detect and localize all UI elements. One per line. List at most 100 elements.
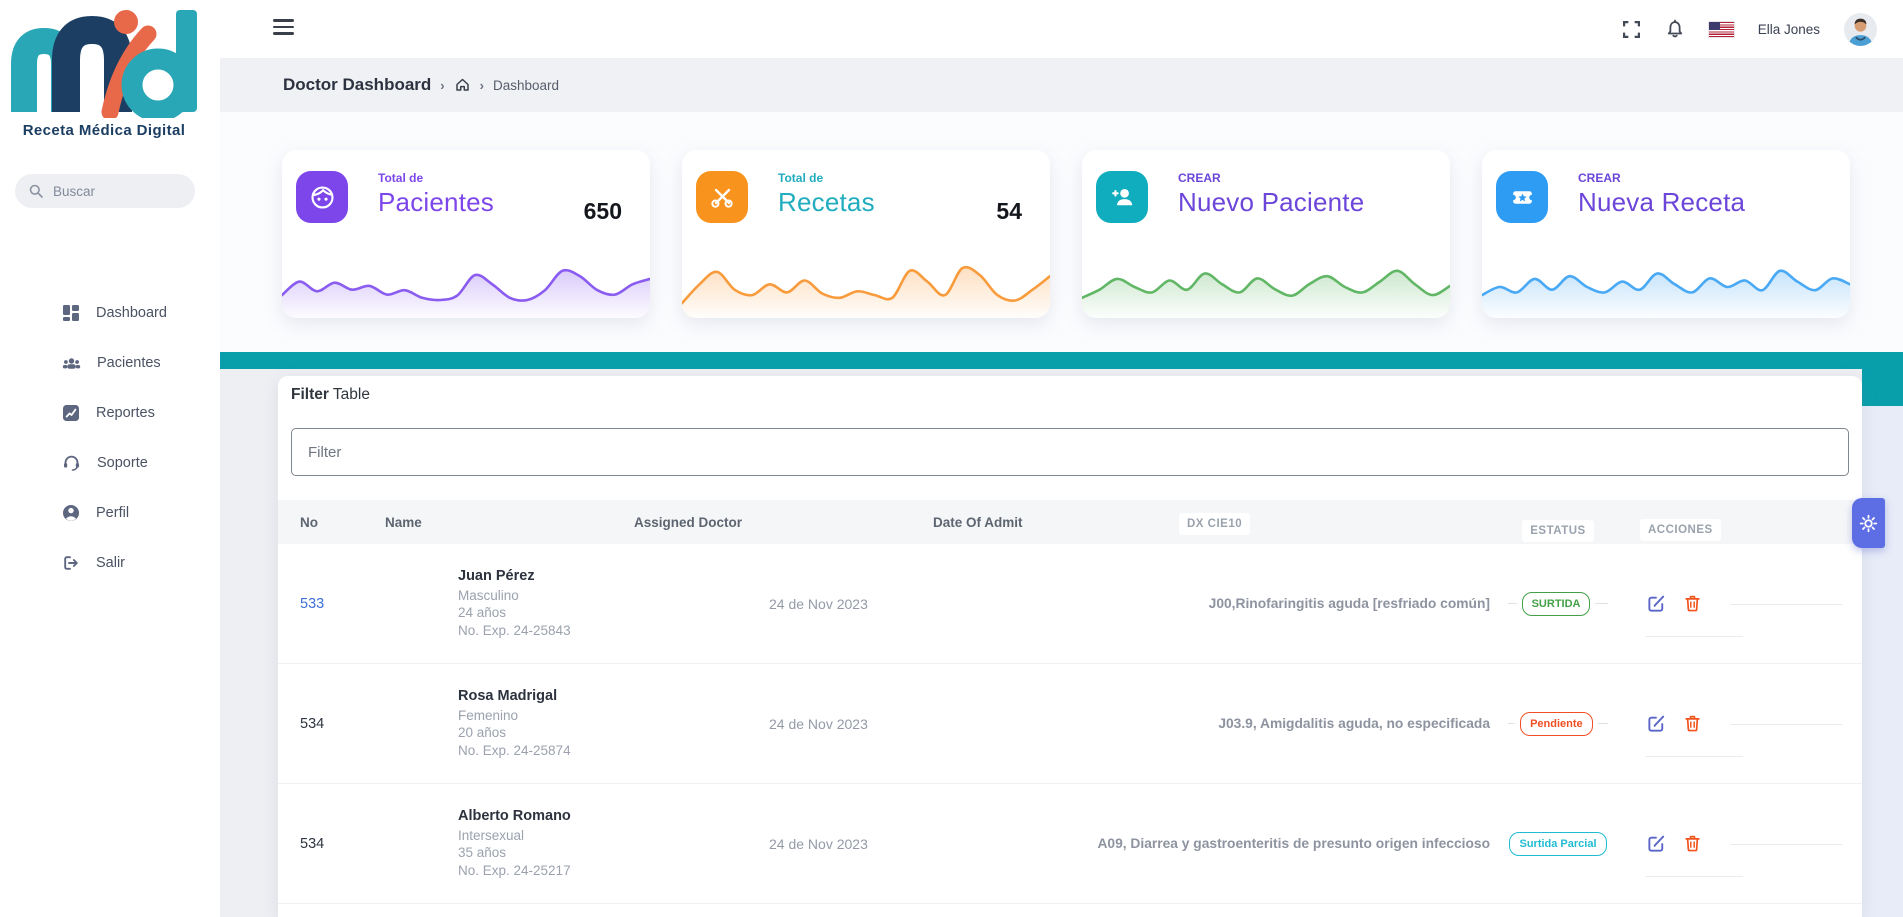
card-kicker: CREAR — [1178, 171, 1221, 185]
table-title-rest: Table — [328, 386, 370, 403]
table-header-row: No Name Assigned Doctor Date Of Admit DX… — [278, 500, 1862, 544]
patient-age: 35 años — [458, 845, 507, 861]
patient-age: 20 años — [458, 725, 507, 741]
patient-name: Juan Pérez — [458, 567, 535, 584]
patient-exp: No. Exp. 24-25217 — [458, 862, 571, 878]
patient-exp: No. Exp. 24-25874 — [458, 742, 571, 758]
card-total-recetas: Total de Recetas 54 — [682, 150, 1050, 318]
delete-button[interactable] — [1683, 834, 1702, 853]
ticket-star-icon — [1496, 171, 1548, 223]
sidebar-item-label: Pacientes — [97, 355, 161, 371]
language-flag-icon[interactable] — [1708, 21, 1734, 37]
sidebar-item-label: Dashboard — [96, 305, 167, 321]
edit-button[interactable] — [1646, 713, 1667, 734]
table-title-strong: Filter — [291, 386, 329, 403]
card-label: Nueva Receta — [1578, 187, 1746, 217]
status-cell: SURTIDA — [1508, 591, 1608, 616]
cut-scissors-icon — [696, 171, 748, 223]
card-crear-nuevo-paciente[interactable]: CREAR Nuevo Paciente — [1082, 150, 1450, 318]
actions-cell — [1608, 664, 1748, 783]
stat-cards-row: Total de Pacientes 650 Total de Recetas … — [220, 112, 1903, 352]
teal-divider-bar — [220, 352, 1903, 369]
logout-icon — [64, 556, 78, 570]
card-kicker: Total de — [778, 171, 824, 185]
admit-date: 24 de Nov 2023 — [769, 595, 868, 612]
column-header-doctor[interactable]: Assigned Doctor — [633, 514, 742, 530]
row-id: 534 — [300, 715, 325, 732]
topbar: Ella Jones — [220, 0, 1903, 58]
breadcrumb-current[interactable]: Dashboard — [492, 77, 560, 93]
fullscreen-icon[interactable] — [1622, 20, 1641, 39]
patient-age: 24 años — [458, 605, 507, 621]
decor-line — [1646, 636, 1743, 637]
table-row: 534 Rosa Madrigal Femenino 20 años No. E… — [278, 664, 1862, 784]
card-kicker: Total de — [378, 171, 424, 185]
column-header-no[interactable]: No — [300, 514, 318, 530]
main-area: Ella Jones Doctor Dashboard › — [220, 0, 1903, 917]
sidebar-item-dashboard[interactable]: Dashboard — [0, 288, 220, 338]
support-headset-icon — [64, 455, 79, 471]
md-logo-icon — [11, 10, 197, 122]
patient-name: Alberto Romano — [458, 807, 571, 824]
edit-button[interactable] — [1646, 593, 1667, 614]
new-recipe-sparkline — [1482, 254, 1850, 318]
sidebar-item-reportes[interactable]: Reportes — [0, 388, 220, 438]
column-header-dx[interactable]: DX CIE10 — [1058, 512, 1508, 535]
table-title: Filter Table — [291, 386, 370, 404]
dx-cie10: J00,Rinofaringitis aguda [resfriado comú… — [1208, 596, 1490, 611]
decor-line — [1646, 876, 1743, 877]
status-badge: Surtida Parcial — [1509, 831, 1607, 856]
dx-cie10: A09, Diarrea y gastroenteritis de presun… — [1097, 836, 1490, 851]
actions-cell — [1608, 784, 1748, 903]
dashboard-icon — [63, 305, 79, 321]
column-header-name[interactable]: Name — [385, 514, 422, 530]
row-id-link[interactable]: 533 — [300, 595, 325, 612]
status-badge: Pendiente — [1520, 711, 1593, 736]
home-icon[interactable] — [454, 77, 471, 93]
patients-face-icon — [296, 171, 348, 223]
user-name[interactable]: Ella Jones — [1757, 21, 1820, 37]
card-total-pacientes: Total de Pacientes 650 — [282, 150, 650, 318]
breadcrumb-band: Doctor Dashboard › › Dashboard — [220, 58, 1903, 112]
sidebar: Receta Médica Digital Dashboard Paciente… — [0, 0, 220, 917]
sidebar-item-label: Salir — [96, 555, 126, 571]
sidebar-item-soporte[interactable]: Soporte — [0, 438, 220, 488]
page-title: Doctor Dashboard — [283, 75, 432, 94]
patient-exp: No. Exp. 24-25843 — [458, 622, 571, 638]
table-row: 533 Juan Pérez Masculino 24 años No. Exp… — [278, 544, 1862, 664]
card-label: Pacientes — [378, 187, 494, 217]
patient-name: Rosa Madrigal — [458, 687, 558, 704]
card-value: 54 — [996, 198, 1022, 224]
sidebar-item-perfil[interactable]: Perfil — [0, 488, 220, 538]
person-add-icon — [1096, 171, 1148, 223]
filter-input[interactable] — [291, 428, 1849, 476]
notifications-bell-icon[interactable] — [1665, 19, 1685, 39]
decor-line — [1730, 723, 1842, 725]
user-avatar[interactable] — [1844, 12, 1877, 46]
sidebar-item-salir[interactable]: Salir — [0, 538, 220, 588]
delete-button[interactable] — [1683, 594, 1702, 613]
search-input[interactable] — [53, 183, 173, 199]
profile-icon — [63, 505, 79, 521]
sidebar-search[interactable] — [15, 174, 195, 208]
patient-name-cell: Alberto Romano Intersexual 35 años No. E… — [368, 808, 618, 880]
card-crear-nueva-receta[interactable]: CREAR Nueva Receta — [1482, 150, 1850, 318]
status-cell: Pendiente — [1508, 711, 1608, 736]
column-header-actions[interactable]: ACCIONES — [1608, 519, 1748, 541]
decor-line — [1730, 603, 1842, 605]
edit-button[interactable] — [1646, 833, 1667, 854]
column-header-status[interactable]: ESTATUS — [1508, 519, 1608, 542]
card-label: Nuevo Paciente — [1178, 187, 1365, 217]
search-icon — [29, 184, 43, 198]
status-cell: Surtida Parcial — [1508, 831, 1608, 856]
brand-logo: Receta Médica Digital — [8, 6, 200, 146]
menu-toggle-icon[interactable] — [273, 19, 294, 35]
table-settings-button[interactable] — [1852, 498, 1885, 548]
sidebar-nav: Dashboard Pacientes Reportes — [0, 288, 220, 588]
teal-divider-end-block — [1862, 352, 1903, 406]
sidebar-item-pacientes[interactable]: Pacientes — [0, 338, 220, 388]
column-header-date[interactable]: Date Of Admit — [933, 514, 1023, 530]
gear-icon — [1859, 514, 1878, 532]
delete-button[interactable] — [1683, 714, 1702, 733]
brand-tagline: Receta Médica Digital — [22, 122, 186, 139]
